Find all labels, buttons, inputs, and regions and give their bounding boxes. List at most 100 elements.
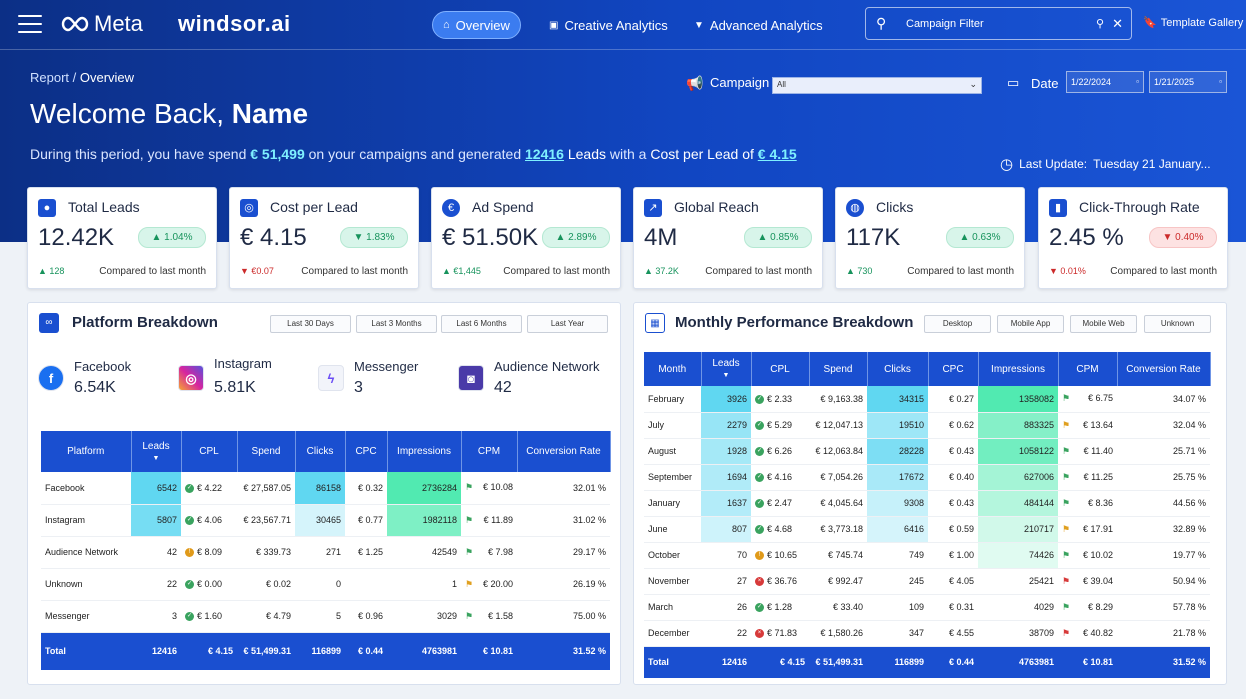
table-row[interactable]: August 1928 ✓ € 6.26 € 12,063.84 28228 € 0.43 1… bbox=[644, 438, 1210, 465]
device-desktop-button[interactable]: Desktop bbox=[924, 315, 991, 333]
col-header-cpl[interactable]: CPL bbox=[181, 431, 238, 472]
col-header-cpm[interactable]: CPM bbox=[461, 431, 518, 472]
device-mobile-web-button[interactable]: Mobile Web bbox=[1070, 315, 1137, 333]
kpi-compare: Compared to last month bbox=[705, 266, 812, 277]
col-header-cpc[interactable]: CPC bbox=[345, 431, 388, 472]
campaign-filter-search[interactable]: ⚲ Campaign Filter ⚲ ✕ bbox=[865, 7, 1132, 40]
platform-value: 3 bbox=[354, 379, 363, 396]
chevron-down-icon: ⌄ bbox=[969, 79, 977, 89]
table-row[interactable]: June 807 ✓ € 4.68 € 3,773.18 6416 € 0.59 210717… bbox=[644, 516, 1210, 543]
cell-cpl-value: € 1.60 bbox=[197, 610, 223, 621]
summary-leads: 12416 bbox=[525, 146, 564, 162]
cell-impressions: 3029 bbox=[387, 600, 461, 633]
cell-cpl-value: € 0.00 bbox=[197, 578, 223, 589]
date-to-calendar-icon[interactable]: ▫ bbox=[1219, 77, 1222, 86]
platform-card-facebook[interactable]: f Facebook 6.54K bbox=[38, 353, 168, 403]
col-header-impressions[interactable]: Impressions bbox=[387, 431, 462, 472]
total-conversion-rate: 31.52 % bbox=[517, 632, 610, 670]
kpi-card-ad-spend[interactable]: € Ad Spend € 51.50K ▲ 2.89% ▲ €1,445 Com… bbox=[431, 187, 621, 289]
cell-cpm: ⚑ € 11.40 bbox=[1058, 438, 1117, 465]
search-small-icon[interactable]: ⚲ bbox=[1096, 18, 1105, 30]
table-row[interactable]: December 22 × € 71.83 € 1,580.26 347 € 4.55 387… bbox=[644, 620, 1210, 647]
cell-cpc bbox=[345, 568, 387, 601]
calendar-icon: ▦ bbox=[645, 313, 665, 333]
yellow-flag-icon: ⚑ bbox=[1062, 523, 1071, 534]
last-30-days-button[interactable]: Last 30 Days bbox=[270, 315, 351, 333]
nav-creative-analytics[interactable]: ▣ Creative Analytics bbox=[539, 11, 678, 39]
cell-cpc: € 4.05 bbox=[928, 568, 978, 595]
kpi-card-total-leads[interactable]: ● Total Leads 12.42K ▲ 1.04% ▲ 128 Compa… bbox=[27, 187, 217, 289]
device-unknown-button[interactable]: Unknown bbox=[1144, 315, 1211, 333]
breadcrumb-root[interactable]: Report bbox=[30, 70, 70, 85]
platform-card-instagram[interactable]: ◎ Instagram 5.81K bbox=[178, 353, 308, 403]
cell-cpm: ⚑ € 10.08 bbox=[461, 472, 517, 505]
cell-clicks: 28228 bbox=[867, 438, 928, 465]
table-row[interactable]: September 1694 ✓ € 4.16 € 7,054.26 17672 € 0.4… bbox=[644, 464, 1210, 491]
close-icon[interactable]: ✕ bbox=[1112, 15, 1123, 31]
breadcrumb: Report / Overview bbox=[30, 70, 134, 85]
cell-impressions: 2736284 bbox=[387, 472, 461, 505]
col-header-month[interactable]: Month bbox=[644, 352, 702, 386]
platform-table: Platform Leads ▼ CPL Spend Clicks CPC Imp… bbox=[41, 431, 611, 670]
col-header-leads[interactable]: Leads ▼ bbox=[701, 352, 752, 386]
cell-conversion-rate: 34.07 % bbox=[1117, 386, 1210, 413]
nav-advanced-analytics[interactable]: ▼ Advanced Analytics bbox=[684, 11, 833, 39]
date-from-input[interactable]: 1/22/2024 ▫ bbox=[1066, 71, 1144, 93]
windsor-logo: windsor.ai bbox=[178, 11, 291, 36]
nav-overview[interactable]: ⌂ Overview bbox=[432, 11, 521, 39]
cell-cpl: × € 71.83 bbox=[751, 620, 809, 647]
green-flag-icon: ⚑ bbox=[1062, 549, 1071, 560]
date-to-input[interactable]: 1/21/2025 ▫ bbox=[1149, 71, 1227, 93]
col-header-spend[interactable]: Spend bbox=[809, 352, 868, 386]
kpi-title: Cost per Lead bbox=[270, 199, 358, 215]
device-mobile-app-button[interactable]: Mobile App bbox=[997, 315, 1064, 333]
cell-clicks: 6416 bbox=[867, 516, 928, 543]
total-impressions: 4763981 bbox=[387, 632, 461, 670]
col-header-platform[interactable]: Platform bbox=[41, 431, 132, 472]
cell-clicks: 271 bbox=[295, 536, 345, 569]
kpi-card-cost-per-lead[interactable]: ◎ Cost per Lead € 4.15 ▼ 1.83% ▼ €0.07 C… bbox=[229, 187, 419, 289]
table-row[interactable]: November 27 × € 36.76 € 992.47 245 € 4.05 25421… bbox=[644, 568, 1210, 595]
table-row[interactable]: Messenger 3 ✓ € 1.60 € 4.79 5 € 0.96 3029 ⚑ € 1.5… bbox=[41, 600, 610, 633]
col-header-impressions[interactable]: Impressions bbox=[978, 352, 1059, 386]
col-header-cpm[interactable]: CPM bbox=[1058, 352, 1118, 386]
col-header-conversion-rate[interactable]: Conversion Rate bbox=[517, 431, 611, 472]
kpi-card-global-reach[interactable]: ↗ Global Reach 4M ▲ 0.85% ▲ 37.2K Compar… bbox=[633, 187, 823, 289]
platform-card-messenger[interactable]: ϟ Messenger 3 bbox=[318, 353, 448, 403]
cell-month: July bbox=[644, 412, 701, 439]
kpi-value: 2.45 % bbox=[1049, 224, 1124, 251]
last-6-months-button[interactable]: Last 6 Months bbox=[441, 315, 522, 333]
cell-impressions: 627006 bbox=[978, 464, 1058, 491]
date-from-calendar-icon[interactable]: ▫ bbox=[1136, 77, 1139, 86]
col-header-leads[interactable]: Leads ▼ bbox=[131, 431, 182, 472]
table-row[interactable]: July 2279 ✓ € 5.29 € 12,047.13 19510 € 0.62 883… bbox=[644, 412, 1210, 439]
table-row[interactable]: March 26 ✓ € 1.28 € 33.40 109 € 0.31 4029 ⚑ € 8.2… bbox=[644, 594, 1210, 621]
kpi-card-clicks[interactable]: ◍ Clicks 117K ▲ 0.63% ▲ 730 Compared to … bbox=[835, 187, 1025, 289]
last-3-months-button[interactable]: Last 3 Months bbox=[356, 315, 437, 333]
kpi-card-click-through-rate[interactable]: ▮ Click-Through Rate 2.45 % ▼ 0.40% ▼ 0.… bbox=[1038, 187, 1228, 289]
campaign-select[interactable]: All ⌄ bbox=[772, 77, 982, 94]
total-spend: € 51,499.31 bbox=[237, 632, 295, 670]
table-row[interactable]: Audience Network 42! € 8.09 € 339.73 271 € 1.… bbox=[41, 536, 610, 569]
monthly-performance-panel: ▦ Monthly Performance Breakdown Desktop … bbox=[633, 302, 1227, 685]
table-row[interactable]: February 3926 ✓ € 2.33 € 9,163.38 34315 € 0.27… bbox=[644, 386, 1210, 413]
hamburger-menu-icon[interactable] bbox=[18, 15, 42, 35]
currency-icon: € bbox=[442, 199, 460, 217]
platform-card-audience-network[interactable]: ◙ Audience Network 42 bbox=[458, 353, 608, 403]
col-header-spend[interactable]: Spend bbox=[237, 431, 296, 472]
table-row[interactable]: January 1637 ✓ € 2.47 € 4,045.64 9308 € 0.43 48… bbox=[644, 490, 1210, 517]
cell-spend: € 7,054.26 bbox=[809, 464, 867, 491]
green-flag-icon: ⚑ bbox=[1062, 601, 1071, 612]
table-row[interactable]: Instagram 5807 ✓ € 4.06 € 23,567.71 30465 € 0.… bbox=[41, 504, 610, 537]
col-header-cpc[interactable]: CPC bbox=[928, 352, 979, 386]
last-year-button[interactable]: Last Year bbox=[527, 315, 608, 333]
table-row[interactable]: October 70! € 10.65 € 745.74 749 € 1.00 74426 ⚑… bbox=[644, 542, 1210, 569]
table-row[interactable]: Unknown 22 ✓ € 0.00 € 0.02 0 1 ⚑ € 20.00 26.19 % bbox=[41, 568, 610, 601]
col-header-conversion-rate[interactable]: Conversion Rate bbox=[1117, 352, 1211, 386]
table-row[interactable]: Facebook 6542 ✓ € 4.22 € 27,587.05 86158 € 0.3… bbox=[41, 472, 610, 505]
col-header-clicks[interactable]: Clicks bbox=[867, 352, 929, 386]
col-header-cpl[interactable]: CPL bbox=[751, 352, 810, 386]
total-clicks: 116899 bbox=[867, 646, 928, 678]
col-header-clicks[interactable]: Clicks bbox=[295, 431, 346, 472]
template-gallery-link[interactable]: 🔖 Template Gallery bbox=[1143, 16, 1243, 30]
